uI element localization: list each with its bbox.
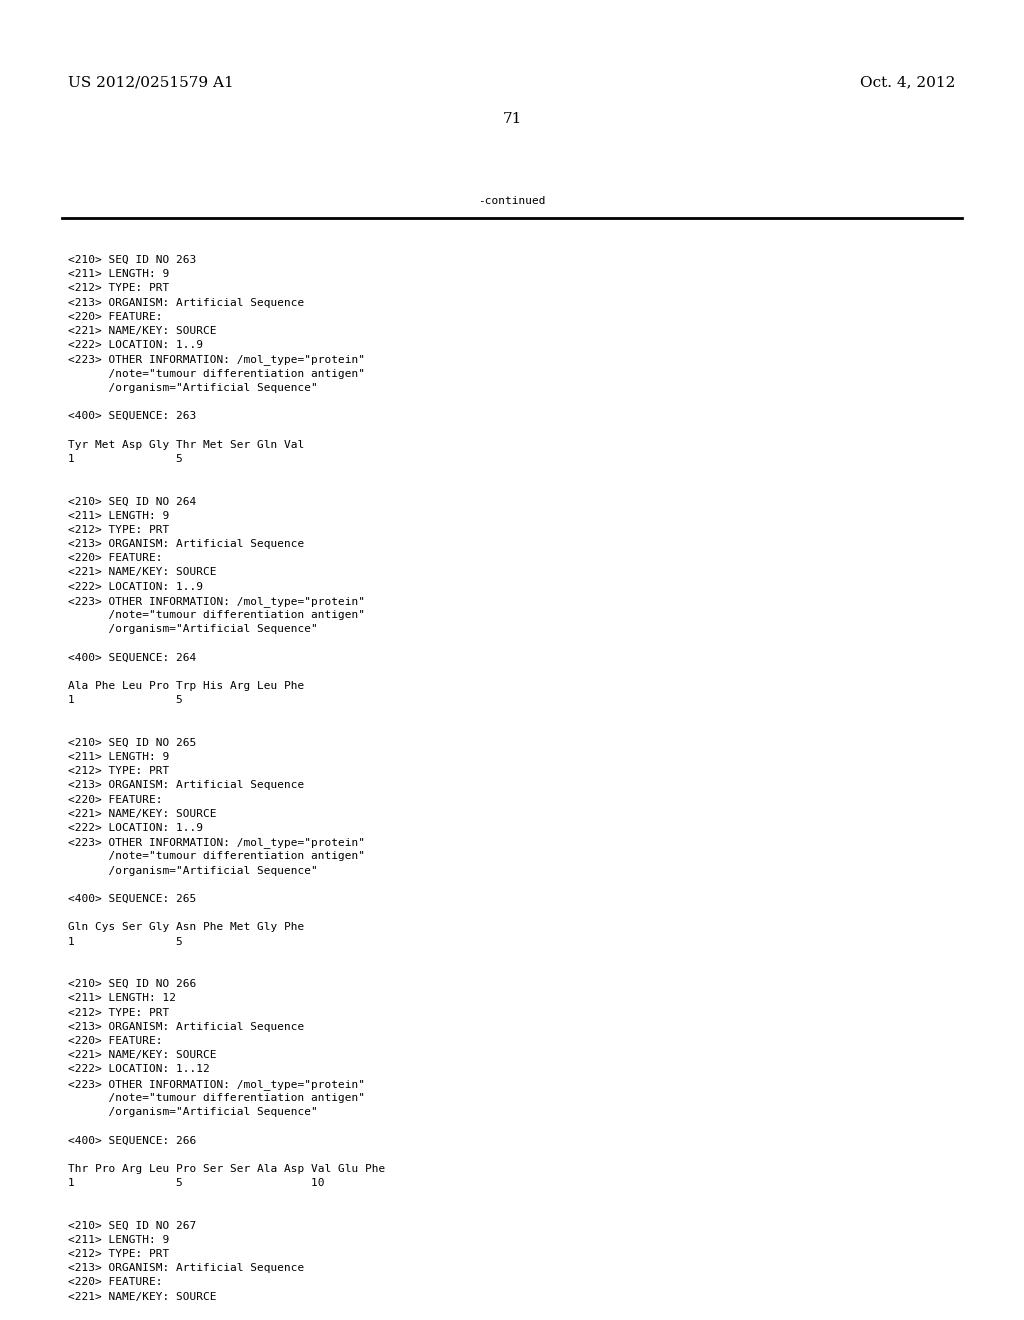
Text: <221> NAME/KEY: SOURCE: <221> NAME/KEY: SOURCE (68, 1051, 216, 1060)
Text: <212> TYPE: PRT: <212> TYPE: PRT (68, 284, 169, 293)
Text: <210> SEQ ID NO 267: <210> SEQ ID NO 267 (68, 1221, 197, 1230)
Text: <211> LENGTH: 12: <211> LENGTH: 12 (68, 994, 176, 1003)
Text: /note="tumour differentiation antigen": /note="tumour differentiation antigen" (68, 1093, 365, 1102)
Text: Oct. 4, 2012: Oct. 4, 2012 (859, 75, 955, 88)
Text: -continued: -continued (478, 195, 546, 206)
Text: <210> SEQ ID NO 265: <210> SEQ ID NO 265 (68, 738, 197, 748)
Text: <400> SEQUENCE: 264: <400> SEQUENCE: 264 (68, 652, 197, 663)
Text: Tyr Met Asp Gly Thr Met Ser Gln Val: Tyr Met Asp Gly Thr Met Ser Gln Val (68, 440, 304, 450)
Text: <210> SEQ ID NO 264: <210> SEQ ID NO 264 (68, 496, 197, 507)
Text: Thr Pro Arg Leu Pro Ser Ser Ala Asp Val Glu Phe: Thr Pro Arg Leu Pro Ser Ser Ala Asp Val … (68, 1164, 385, 1173)
Text: <221> NAME/KEY: SOURCE: <221> NAME/KEY: SOURCE (68, 568, 216, 577)
Text: <213> ORGANISM: Artificial Sequence: <213> ORGANISM: Artificial Sequence (68, 1022, 304, 1032)
Text: <223> OTHER INFORMATION: /mol_type="protein": <223> OTHER INFORMATION: /mol_type="prot… (68, 837, 365, 849)
Text: <222> LOCATION: 1..9: <222> LOCATION: 1..9 (68, 822, 203, 833)
Text: <212> TYPE: PRT: <212> TYPE: PRT (68, 525, 169, 535)
Text: <400> SEQUENCE: 266: <400> SEQUENCE: 266 (68, 1135, 197, 1146)
Text: 1               5: 1 5 (68, 454, 182, 463)
Text: <400> SEQUENCE: 263: <400> SEQUENCE: 263 (68, 412, 197, 421)
Text: 1               5: 1 5 (68, 696, 182, 705)
Text: /organism="Artificial Sequence": /organism="Artificial Sequence" (68, 383, 317, 393)
Text: <221> NAME/KEY: SOURCE: <221> NAME/KEY: SOURCE (68, 1291, 216, 1302)
Text: 71: 71 (503, 112, 521, 125)
Text: 1               5: 1 5 (68, 937, 182, 946)
Text: <400> SEQUENCE: 265: <400> SEQUENCE: 265 (68, 894, 197, 904)
Text: <222> LOCATION: 1..9: <222> LOCATION: 1..9 (68, 341, 203, 350)
Text: <220> FEATURE:: <220> FEATURE: (68, 795, 163, 805)
Text: <220> FEATURE:: <220> FEATURE: (68, 312, 163, 322)
Text: <213> ORGANISM: Artificial Sequence: <213> ORGANISM: Artificial Sequence (68, 780, 304, 791)
Text: <211> LENGTH: 9: <211> LENGTH: 9 (68, 1234, 169, 1245)
Text: <222> LOCATION: 1..12: <222> LOCATION: 1..12 (68, 1064, 210, 1074)
Text: <212> TYPE: PRT: <212> TYPE: PRT (68, 1249, 169, 1259)
Text: <221> NAME/KEY: SOURCE: <221> NAME/KEY: SOURCE (68, 326, 216, 337)
Text: <223> OTHER INFORMATION: /mol_type="protein": <223> OTHER INFORMATION: /mol_type="prot… (68, 1078, 365, 1089)
Text: <211> LENGTH: 9: <211> LENGTH: 9 (68, 269, 169, 280)
Text: <223> OTHER INFORMATION: /mol_type="protein": <223> OTHER INFORMATION: /mol_type="prot… (68, 354, 365, 366)
Text: <221> NAME/KEY: SOURCE: <221> NAME/KEY: SOURCE (68, 809, 216, 818)
Text: <223> OTHER INFORMATION: /mol_type="protein": <223> OTHER INFORMATION: /mol_type="prot… (68, 595, 365, 607)
Text: <210> SEQ ID NO 263: <210> SEQ ID NO 263 (68, 255, 197, 265)
Text: <213> ORGANISM: Artificial Sequence: <213> ORGANISM: Artificial Sequence (68, 1263, 304, 1274)
Text: US 2012/0251579 A1: US 2012/0251579 A1 (68, 75, 233, 88)
Text: <213> ORGANISM: Artificial Sequence: <213> ORGANISM: Artificial Sequence (68, 297, 304, 308)
Text: Ala Phe Leu Pro Trp His Arg Leu Phe: Ala Phe Leu Pro Trp His Arg Leu Phe (68, 681, 304, 690)
Text: <220> FEATURE:: <220> FEATURE: (68, 1278, 163, 1287)
Text: /organism="Artificial Sequence": /organism="Artificial Sequence" (68, 1107, 317, 1117)
Text: <212> TYPE: PRT: <212> TYPE: PRT (68, 766, 169, 776)
Text: <212> TYPE: PRT: <212> TYPE: PRT (68, 1007, 169, 1018)
Text: /note="tumour differentiation antigen": /note="tumour differentiation antigen" (68, 851, 365, 862)
Text: Gln Cys Ser Gly Asn Phe Met Gly Phe: Gln Cys Ser Gly Asn Phe Met Gly Phe (68, 923, 304, 932)
Text: /note="tumour differentiation antigen": /note="tumour differentiation antigen" (68, 368, 365, 379)
Text: <222> LOCATION: 1..9: <222> LOCATION: 1..9 (68, 582, 203, 591)
Text: <210> SEQ ID NO 266: <210> SEQ ID NO 266 (68, 979, 197, 989)
Text: /organism="Artificial Sequence": /organism="Artificial Sequence" (68, 624, 317, 634)
Text: /note="tumour differentiation antigen": /note="tumour differentiation antigen" (68, 610, 365, 620)
Text: <213> ORGANISM: Artificial Sequence: <213> ORGANISM: Artificial Sequence (68, 539, 304, 549)
Text: <211> LENGTH: 9: <211> LENGTH: 9 (68, 752, 169, 762)
Text: 1               5                   10: 1 5 10 (68, 1177, 325, 1188)
Text: <211> LENGTH: 9: <211> LENGTH: 9 (68, 511, 169, 520)
Text: <220> FEATURE:: <220> FEATURE: (68, 1036, 163, 1045)
Text: <220> FEATURE:: <220> FEATURE: (68, 553, 163, 564)
Text: /organism="Artificial Sequence": /organism="Artificial Sequence" (68, 866, 317, 875)
